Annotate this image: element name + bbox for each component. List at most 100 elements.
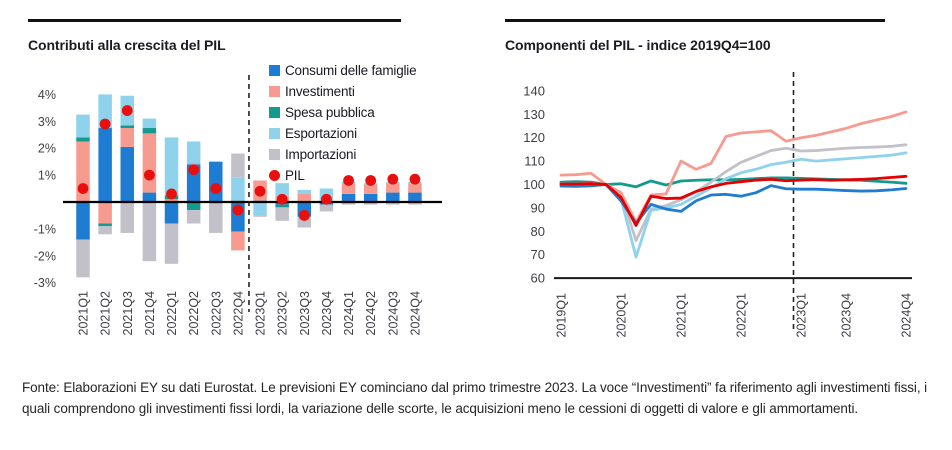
bar-segment-importazioni-2023Q3 [297, 216, 312, 228]
x-tick-label: 2022Q1 [165, 291, 179, 336]
left-chart-legend: Consumi delle famiglie Investimenti Spesa … [269, 60, 417, 186]
bar-segment-esportazioni-2021Q1 [76, 114, 90, 138]
pil-dot-2021Q3 [121, 105, 133, 116]
bar-segment-investimenti-2023Q3 [297, 193, 312, 202]
bar-segment-esportazioni-2023Q3 [297, 189, 312, 194]
bar-segment-importazioni-2022Q2 [186, 210, 201, 224]
x-tick-label: 2022Q1 [735, 293, 749, 338]
legend-item-label: Importazioni [285, 147, 357, 162]
bar-segment-spesa-pubblica-2023Q2 [275, 204, 289, 208]
bar-segment-spesa-pubblica-2021Q3 [120, 125, 135, 129]
y-tick-label: 100 [523, 177, 545, 192]
bar-segment-importazioni-2024Q4 [408, 202, 422, 205]
bar-segment-esportazioni-2022Q2 [186, 141, 201, 163]
x-tick-label: 2024Q1 [342, 291, 356, 336]
legend-item-label: PIL [285, 168, 305, 183]
esportazioni-legend-marker-icon [269, 128, 280, 139]
bar-segment-importazioni-2022Q3 [209, 203, 223, 233]
pil-dot-2024Q3 [387, 173, 399, 185]
x-tick-label: 2021Q1 [77, 291, 91, 336]
bar-segment-importazioni-2024Q2 [363, 202, 378, 205]
pil-dot-2021Q4 [143, 169, 155, 181]
bar-segment-consumi-delle-famiglie-2021Q2 [98, 128, 112, 202]
bar-segment-investimenti-2022Q1 [164, 199, 179, 202]
importazioni-legend-marker-icon [269, 149, 280, 160]
bar-segment-importazioni-2024Q1 [341, 202, 356, 205]
x-tick-label: 2021Q4 [143, 291, 157, 336]
y-tick-label: -3% [34, 276, 56, 290]
y-tick-label: 120 [523, 130, 545, 145]
pil-dot-2022Q2 [188, 164, 200, 176]
bar-segment-investimenti-2022Q4 [231, 231, 245, 251]
x-tick-label: 2023Q3 [298, 291, 312, 336]
y-tick-label: 60 [531, 271, 545, 286]
bar-segment-importazioni-2023Q1 [253, 215, 267, 217]
investimenti-legend-marker-icon [269, 86, 280, 97]
x-tick-label: 2021Q2 [99, 291, 113, 336]
x-tick-label: 2024Q4 [900, 293, 914, 338]
bar-segment-esportazioni-2021Q4 [142, 118, 157, 129]
bar-segment-importazioni-2022Q4 [231, 153, 245, 178]
x-tick-label: 2023Q1 [795, 293, 809, 338]
line-investimenti [559, 110, 908, 224]
y-tick-label: 80 [531, 224, 545, 239]
bar-segment-investimenti-2021Q4 [142, 133, 157, 193]
legend-item-esportazioni: Esportazioni [269, 123, 416, 144]
bar-segment-esportazioni-2022Q4 [231, 177, 245, 201]
bar-segment-investimenti-2022Q2 [186, 162, 201, 165]
bar-segment-importazioni-2021Q2 [98, 226, 112, 235]
y-tick-label: -1% [34, 222, 56, 236]
bar-segment-investimenti-2021Q3 [120, 128, 135, 147]
pil-dot-2024Q1 [343, 175, 354, 186]
pil-dot-2024Q2 [365, 175, 377, 186]
spesa-pubblica-legend-marker-icon [269, 107, 280, 118]
bar-segment-importazioni-2021Q3 [120, 202, 135, 233]
bar-segment-importazioni-2021Q1 [76, 239, 90, 278]
x-tick-label: 2023Q4 [320, 291, 334, 336]
bar-segment-esportazioni-2023Q2 [275, 183, 289, 196]
y-tick-label: 4% [38, 88, 56, 102]
y-tick-label: 140 [523, 83, 545, 98]
pil-dot-2023Q4 [321, 193, 332, 205]
pil-dot-2023Q3 [298, 210, 310, 221]
y-tick-label: 90 [531, 200, 545, 215]
pil-legend-marker-icon [269, 170, 280, 181]
bar-segment-spesa-pubblica-2021Q4 [142, 128, 157, 134]
y-tick-label: 1% [38, 169, 56, 183]
consumi-delle-famiglie-legend-marker-icon [269, 65, 280, 76]
bar-segment-consumi-delle-famiglie-2021Q3 [120, 146, 135, 202]
right-chart-title: Componenti del PIL - indice 2019Q4=100 [505, 37, 771, 53]
y-tick-label: 2% [38, 142, 56, 156]
legend-item-importazioni: Importazioni [269, 144, 416, 165]
pil-dot-2023Q1 [254, 185, 266, 197]
bar-segment-esportazioni-2021Q2 [98, 94, 112, 129]
right-panel-top-rule [505, 19, 885, 22]
legend-item-pil: PIL [269, 165, 416, 186]
source-note: Fonte: Elaborazioni EY su dati Eurostat.… [22, 380, 928, 416]
y-tick-label: 110 [524, 154, 545, 169]
x-tick-label: 2023Q2 [276, 291, 290, 336]
bar-segment-spesa-pubblica-2021Q2 [98, 223, 112, 227]
legend-item-consumi-delle-famiglie: Consumi delle famiglie [269, 60, 417, 81]
bar-segment-spesa-pubblica-2022Q2 [186, 202, 201, 211]
bar-segment-investimenti-2024Q1 [341, 183, 356, 194]
bar-segment-consumi-delle-famiglie-2024Q1 [341, 193, 356, 202]
bar-segment-spesa-pubblica-2021Q1 [76, 137, 90, 142]
bar-segment-importazioni-2023Q4 [319, 204, 334, 212]
line-pil [559, 174, 908, 227]
bar-segment-consumi-delle-famiglie-2021Q1 [76, 202, 90, 240]
legend-item-spesa-pubblica: Spesa pubblica [269, 102, 416, 123]
bar-segment-esportazioni-2023Q1 [253, 202, 267, 216]
pil-dot-2021Q2 [99, 118, 111, 130]
legend-item-label: Consumi delle famiglie [285, 63, 417, 78]
gdp-components-line-chart: 140 130 120 110 100 90 80 70 60 2019Q1 2020Q1 2021Q… [523, 72, 914, 338]
y-tick-label: -2% [34, 249, 56, 263]
pil-dot-2023Q2 [276, 193, 288, 205]
left-chart-title: Contributi alla crescita del PIL [28, 37, 226, 53]
pil-dot-2022Q1 [166, 188, 177, 200]
pil-dot-2024Q4 [409, 173, 421, 185]
bar-segment-esportazioni-2022Q1 [164, 137, 179, 196]
legend-item-label: Investimenti [285, 84, 355, 99]
y-tick-label: 130 [523, 107, 545, 122]
